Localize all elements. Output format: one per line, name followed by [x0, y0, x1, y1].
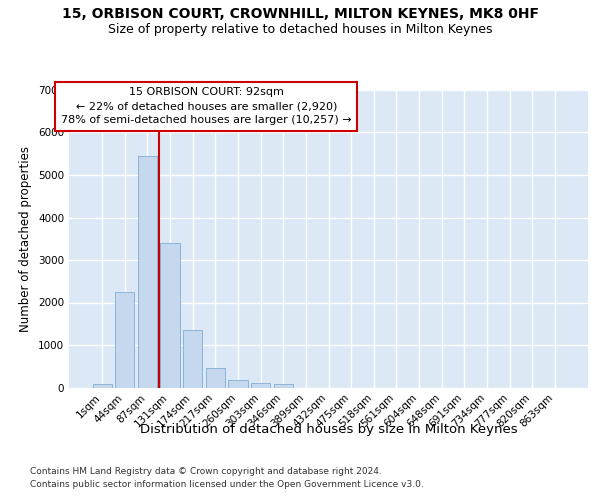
Bar: [251, 383, 270, 388]
Text: Distribution of detached houses by size in Milton Keynes: Distribution of detached houses by size …: [140, 422, 518, 436]
Text: 15, ORBISON COURT, CROWNHILL, MILTON KEYNES, MK8 0HF: 15, ORBISON COURT, CROWNHILL, MILTON KEY…: [62, 8, 539, 22]
Bar: [160, 243, 180, 388]
Bar: [183, 330, 202, 388]
Bar: [115, 292, 134, 388]
Bar: [138, 156, 157, 388]
Bar: [274, 384, 293, 388]
Bar: [229, 380, 248, 388]
Text: Size of property relative to detached houses in Milton Keynes: Size of property relative to detached ho…: [108, 22, 492, 36]
Bar: [92, 384, 112, 388]
Bar: [206, 368, 225, 388]
Y-axis label: Number of detached properties: Number of detached properties: [19, 146, 32, 332]
Text: Contains HM Land Registry data © Crown copyright and database right 2024.: Contains HM Land Registry data © Crown c…: [30, 468, 382, 476]
Text: 15 ORBISON COURT: 92sqm
← 22% of detached houses are smaller (2,920)
78% of semi: 15 ORBISON COURT: 92sqm ← 22% of detache…: [61, 87, 352, 125]
Text: Contains public sector information licensed under the Open Government Licence v3: Contains public sector information licen…: [30, 480, 424, 489]
